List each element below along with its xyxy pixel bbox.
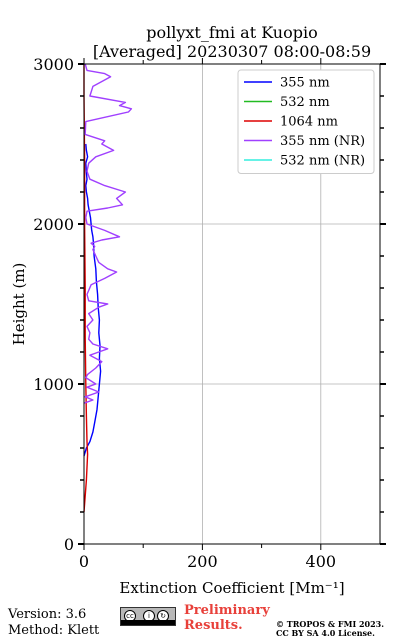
copyright-line1: © TROPOS & FMI 2023. — [276, 619, 385, 629]
cc-license-badge: cc i ↻ — [120, 607, 176, 626]
chart-ticks: 0 200 400 0 1000 2000 3000 — [33, 55, 386, 571]
preliminary-note: Preliminary Results. — [184, 603, 270, 633]
x-tick-label: 0 — [79, 552, 89, 571]
x-tick-label: 200 — [187, 552, 218, 571]
series-line-355-nm-nr- — [83, 63, 133, 404]
chart-title-line2: [Averaged] 20230307 08:00-08:59 — [93, 42, 371, 61]
y-axis-label: Height (m) — [10, 263, 28, 346]
chart-series-group — [83, 63, 133, 513]
legend-label: 532 nm (NR) — [280, 154, 365, 169]
legend-box — [237, 69, 375, 174]
legend-label: 1064 nm — [280, 115, 338, 130]
preliminary-line1: Preliminary — [184, 603, 270, 618]
version-text: Version: 3.6 — [8, 607, 87, 622]
y-tick-label: 2000 — [33, 215, 74, 234]
series-line-355-nm — [83, 143, 102, 457]
footer-info: Version: 3.6 Method: Klett — [8, 607, 99, 639]
legend-label: 355 nm — [280, 76, 330, 91]
y-tick-label: 1000 — [33, 375, 74, 394]
copyright-line2: CC BY SA 4.0 License. — [276, 628, 375, 638]
x-axis-label: Extinction Coefficient [Mm⁻¹] — [119, 579, 344, 597]
y-tick-label: 0 — [64, 535, 74, 554]
y-tick-label: 3000 — [33, 55, 74, 74]
preliminary-line2: Results. — [184, 618, 243, 633]
x-tick-label: 400 — [306, 552, 337, 571]
method-text: Method: Klett — [8, 623, 100, 638]
legend-label: 355 nm (NR) — [280, 134, 365, 149]
chart-legend: 355 nm 532 nm 1064 nm 355 nm (NR) 532 nm (NR… — [237, 69, 375, 174]
chart-title-line1: pollyxt_fmi at Kuopio — [146, 23, 317, 42]
copyright-note: © TROPOS & FMI 2023. CC BY SA 4.0 Licens… — [276, 620, 384, 638]
legend-label: 532 nm — [280, 95, 330, 110]
series-line-1064-nm — [83, 64, 89, 513]
plot-frame — [83, 63, 381, 545]
